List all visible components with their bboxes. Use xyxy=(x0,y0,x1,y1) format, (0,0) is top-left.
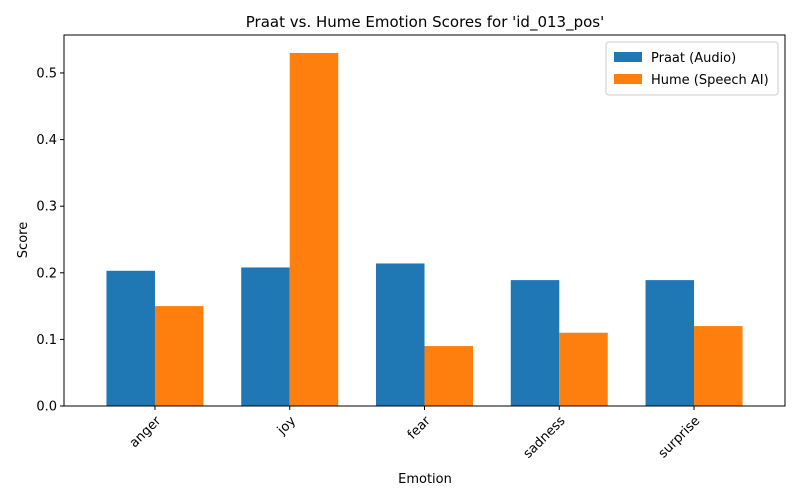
bar-praat-joy xyxy=(241,267,290,406)
x-tick-label-anger: anger xyxy=(127,413,165,451)
x-tick-label-fear: fear xyxy=(405,413,434,442)
y-tick-label: 0.1 xyxy=(36,333,57,348)
x-tick-label-joy: joy xyxy=(274,413,299,438)
legend-swatch-1 xyxy=(614,74,642,84)
bar-praat-anger xyxy=(106,270,155,406)
y-tick-label: 0.2 xyxy=(36,266,57,281)
x-axis-title: Emotion xyxy=(398,472,452,487)
y-tick-label: 0.5 xyxy=(36,66,57,81)
chart-title: Praat vs. Hume Emotion Scores for 'id_01… xyxy=(246,13,604,32)
legend-box xyxy=(605,41,779,96)
bar-hume-surprise xyxy=(694,326,743,406)
y-tick-label: 0.0 xyxy=(36,400,57,415)
y-axis-title: Score xyxy=(16,222,31,258)
legend-label-0: Praat (Audio) xyxy=(651,51,736,66)
bar-praat-sadness xyxy=(510,280,560,406)
plot-area: 0.0 0.1 0.2 0.3 0.4 0.5 anger joy fear sadness sur… xyxy=(36,34,786,462)
bar-hume-joy xyxy=(289,52,339,407)
bar-hume-anger xyxy=(154,306,204,406)
x-tick-label-sadness: sadness xyxy=(521,414,569,462)
y-tick-label: 0.4 xyxy=(36,133,57,148)
legend-label-1: Hume (Speech AI) xyxy=(651,73,769,88)
bar-hume-fear xyxy=(424,346,473,406)
legend-swatch-0 xyxy=(614,52,642,62)
bar-praat-fear xyxy=(376,263,425,406)
x-tick-label-surprise: surprise xyxy=(656,414,704,462)
bar-hume-sadness xyxy=(559,332,608,406)
bar-praat-surprise xyxy=(645,280,695,406)
y-tick-label: 0.3 xyxy=(36,200,57,215)
